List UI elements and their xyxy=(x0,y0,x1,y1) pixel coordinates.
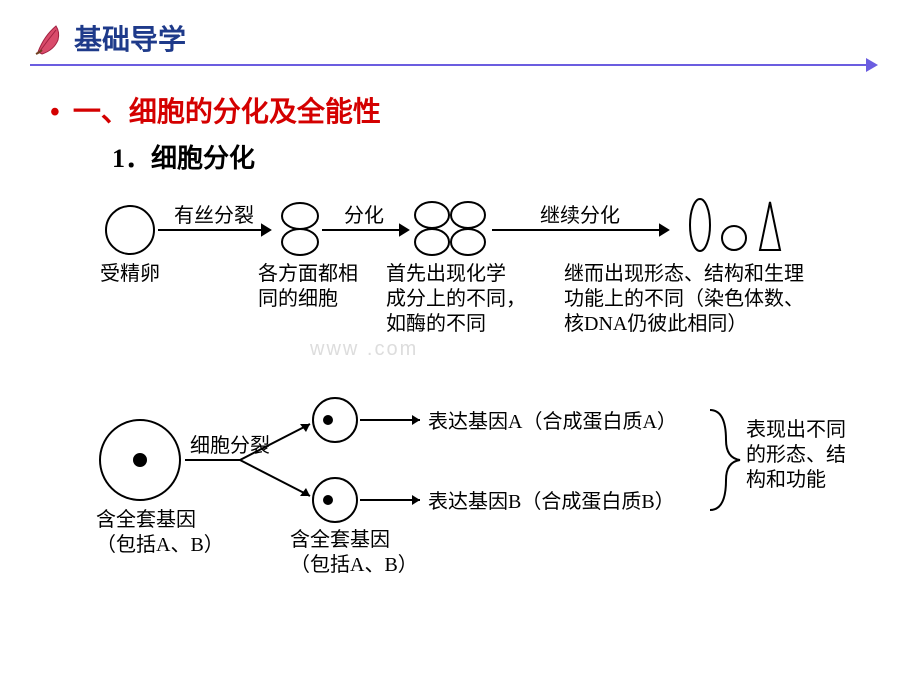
section-heading: • 一、细胞的分化及全能性 xyxy=(50,90,381,130)
divider-arrow xyxy=(866,58,878,72)
subsection-heading: 1．细胞分化 xyxy=(112,138,255,175)
bullet-icon: • xyxy=(50,97,60,128)
node3-label: 首先出现化学成分上的不同，如酶的不同 xyxy=(386,262,526,335)
mid-label: 含全套基因（包括A、B） xyxy=(290,528,418,576)
flow-diagram-1: 有丝分裂 分化 继续分化 受精卵 各方面都相同的细胞 首先出现化学成分上的不同，… xyxy=(0,180,920,375)
arrow1-label: 有丝分裂 xyxy=(174,204,254,227)
node2-label: 各方面都相同的细胞 xyxy=(258,262,358,310)
arrow2-label: 分化 xyxy=(344,204,384,227)
header: 基础导学 xyxy=(30,18,186,58)
subsection-title: 细胞分化 xyxy=(151,144,255,173)
node4-label: 继而出现形态、结构和生理功能上的不同（染色体数、核DNA仍彼此相同） xyxy=(564,262,804,335)
flow-diagram-2: 细胞分裂 含全套基因（包括A、B） 含全套基因（包括A、B） 表达基因A（合成蛋… xyxy=(0,380,920,625)
leaf-icon xyxy=(30,18,70,58)
section-title: 细胞的分化及全能性 xyxy=(129,97,381,128)
arrow3-label: 继续分化 xyxy=(540,204,620,227)
section-prefix: 一、 xyxy=(73,97,129,128)
src-label: 含全套基因（包括A、B） xyxy=(96,508,224,556)
result-label: 表现出不同的形态、结构和功能 xyxy=(746,418,846,491)
divider xyxy=(30,64,870,66)
out-a-label: 表达基因A（合成蛋白质A） xyxy=(428,410,677,433)
header-title: 基础导学 xyxy=(74,18,186,58)
out-b-label: 表达基因B（合成蛋白质B） xyxy=(428,490,675,513)
subsection-num: 1． xyxy=(112,144,151,173)
arrow-split-label: 细胞分裂 xyxy=(190,434,270,457)
node1-label: 受精卵 xyxy=(100,262,160,285)
